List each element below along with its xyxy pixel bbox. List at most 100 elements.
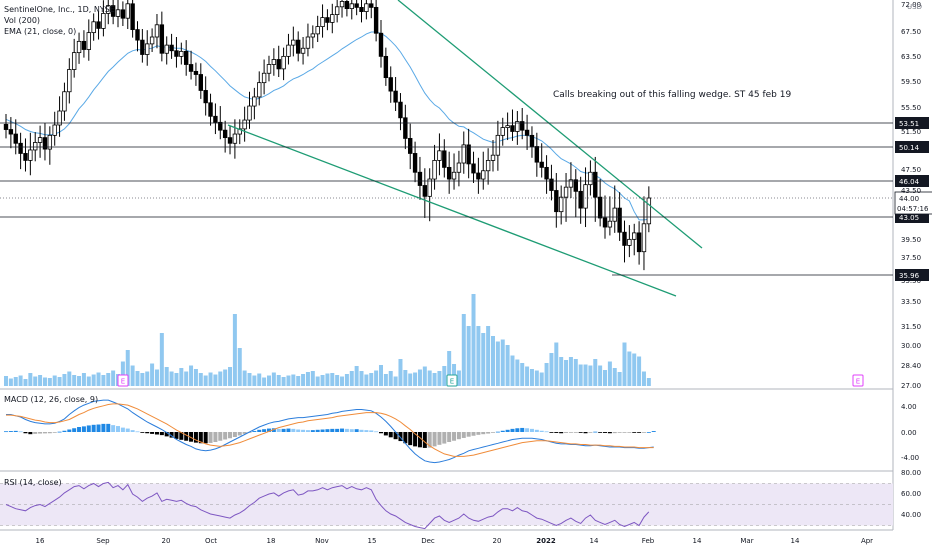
macd-histogram-bar (13, 430, 18, 432)
macd-histogram-bar (174, 432, 179, 439)
volume-bar (62, 374, 67, 386)
candle-body (183, 50, 189, 65)
candle-body (218, 121, 223, 131)
candle-body (276, 59, 281, 70)
candle-body (52, 124, 57, 136)
candle-body (520, 121, 525, 131)
candle-body (593, 171, 598, 198)
candle-body (135, 29, 140, 41)
candle-body (359, 7, 364, 12)
rsi-legend: RSI (14, close) (4, 478, 62, 487)
macd-histogram-bar (198, 432, 203, 444)
volume-bar (603, 370, 608, 386)
volume-bar (228, 367, 233, 386)
candles-layer (3, 0, 652, 271)
candle-body (47, 134, 53, 150)
candle-body (213, 115, 218, 123)
volume-bar (198, 373, 203, 386)
volume-bar (349, 371, 354, 386)
volume-bar (140, 373, 145, 386)
macd-histogram-bar (232, 432, 237, 437)
macd-histogram-bar (164, 432, 169, 437)
candle-body (110, 5, 116, 17)
volume-bar (466, 326, 471, 386)
volume-legend: Vol (200) (4, 16, 41, 25)
macd-histogram-bar (491, 432, 495, 433)
macd-histogram-bar (369, 430, 374, 432)
macd-histogram-bar (286, 428, 291, 432)
volume-bar (150, 363, 155, 386)
volume-bar (159, 333, 164, 386)
macd-histogram-bar (116, 426, 121, 432)
wedge-lower-line (227, 124, 677, 297)
volume-bar (598, 365, 603, 386)
x-tick-label: 2022 (536, 537, 556, 545)
macd-histogram-bar (81, 426, 86, 432)
price-tick-label: 72.00 (901, 1, 921, 9)
price-tick-label: 37.50 (901, 254, 921, 262)
price-tick-label: 55.50 (901, 104, 921, 112)
candle-body (81, 40, 87, 50)
macd-histogram-bar (525, 428, 530, 432)
candle-body (524, 129, 530, 136)
price-tick-label: 59.50 (901, 78, 921, 86)
volume-bar (378, 365, 383, 386)
candle-body (549, 178, 554, 191)
candle-body (325, 17, 330, 23)
macd-histogram-bar (8, 431, 13, 432)
macd-histogram-bar (296, 429, 301, 432)
macd-histogram-bar (86, 425, 91, 432)
candle-body (349, 3, 354, 9)
volume-bar (534, 370, 539, 386)
macd-histogram-bar (413, 432, 418, 447)
volume-bar (632, 353, 637, 386)
candle-body (154, 24, 160, 38)
candle-body (315, 26, 320, 35)
candle-body (437, 150, 442, 161)
volume-bar (154, 369, 159, 386)
candle-body (179, 50, 184, 57)
candle-body (573, 179, 578, 192)
macd-histogram-bar (320, 429, 325, 432)
candle-body (354, 3, 359, 8)
volume-bar (33, 376, 38, 386)
candle-body (617, 207, 622, 233)
candle-body (193, 70, 199, 75)
last-price-label: 44.00 (899, 195, 919, 203)
volume-bar (442, 366, 447, 386)
candle-body (422, 185, 428, 197)
macd-histogram-bar (617, 432, 622, 433)
volume-bar (593, 359, 598, 386)
macd-histogram-bar (641, 432, 646, 433)
macd-histogram-bar (559, 432, 564, 434)
volume-bar (544, 363, 549, 386)
volume-bar (432, 373, 437, 386)
macd-histogram-bar (403, 432, 408, 444)
candle-body (495, 134, 501, 156)
axes-layer: 16 Sep 20 Oct 18 Nov 15 Dec 20 2022 14 Feb 14 Mar 14 Ap… (36, 1, 922, 545)
volume-bar (491, 336, 495, 386)
chart-title: SentinelOne, Inc., 1D, NYSE (4, 5, 115, 14)
volume-bar (296, 376, 301, 386)
volume-bar (646, 378, 651, 386)
volume-bar (276, 375, 281, 386)
volume-bar (559, 357, 564, 386)
macd-histogram-bar (237, 432, 242, 436)
volume-bar (101, 375, 106, 386)
candle-body (42, 137, 48, 150)
macd-histogram-bar (189, 432, 194, 442)
candle-body (188, 64, 194, 72)
macd-histogram-bar (456, 432, 461, 440)
volume-bar (286, 375, 291, 386)
volume-bar (4, 376, 8, 386)
volume-bar (398, 359, 403, 386)
macd-histogram-bar (544, 431, 549, 433)
candle-body (140, 39, 145, 55)
volume-bar (189, 365, 194, 386)
candle-body (115, 9, 121, 17)
macd-histogram-bar (486, 432, 491, 434)
macd-histogram-bar (208, 432, 213, 443)
macd-histogram-bar (393, 432, 398, 440)
candle-body (466, 144, 471, 165)
